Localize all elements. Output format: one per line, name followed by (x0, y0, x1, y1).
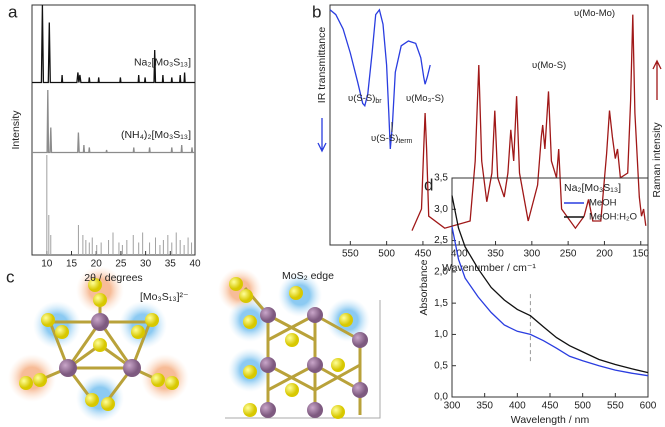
annotation: υ(Mo-Mo) (574, 8, 615, 19)
y-tick-label: 2,0 (434, 266, 448, 277)
panel-label: a (8, 2, 18, 21)
x-tick-label: 300 (523, 249, 540, 260)
x-tick-label: 500 (574, 401, 591, 412)
legend-label: MeOH:H₂O (589, 212, 637, 223)
annotation-subscript: br (375, 98, 382, 105)
axis-arrow (652, 59, 662, 100)
panel-label: b (312, 2, 321, 21)
annotation-subscript: term (398, 138, 412, 145)
x-tick-label: 550 (607, 401, 624, 412)
series-label: (NH₄)₂[Mo₃S₁₃] (121, 129, 191, 141)
x-tick-label: 400 (451, 249, 468, 260)
x-tick-label: 500 (378, 249, 395, 260)
x-tick-label: 30 (140, 259, 152, 270)
annotation-text: υ(Mo₃-S) (406, 93, 444, 104)
y-axis-label: Absorbance (418, 259, 430, 315)
series-line (451, 226, 649, 377)
legend-title: Na₂[Mo₃S₁₃] (564, 182, 621, 194)
annotation: υ(Mo-S) (532, 60, 566, 71)
chart: 10 15 20 25 30 35 40 2θ / degrees Intensity Na₂[M… (10, 4, 201, 284)
series-line (411, 14, 647, 231)
x-tick-label: 35 (165, 259, 177, 270)
chart: 550 500 450 400 350 300 250 200 150 Wavenumber / … (316, 4, 663, 274)
x-axis-label: Wavenumber / cm⁻¹ (442, 262, 536, 274)
structures (8, 266, 381, 422)
x-tick-label: 550 (342, 249, 359, 260)
y-axis-label: IR transmittance (316, 27, 328, 104)
y-tick-label: 1,0 (434, 329, 448, 340)
annotation-text: υ(Mo-S) (532, 60, 566, 71)
series-line (32, 4, 195, 84)
series-line (329, 8, 431, 150)
x-tick-label: 40 (189, 259, 201, 270)
x-tick-label: 20 (91, 259, 103, 270)
x-tick-label: 350 (476, 401, 493, 412)
panel-label: c (6, 267, 15, 286)
x-tick-label: 450 (415, 249, 432, 260)
plot-frame (329, 4, 649, 246)
y-tick-label: 2,5 (434, 235, 448, 246)
series-line (451, 195, 649, 374)
annotation-text: υ(Mo-Mo) (574, 8, 615, 19)
x-tick-label: 25 (115, 259, 127, 270)
annotation-text: υ(S-S) (371, 133, 398, 144)
y-tick-label: 1,5 (434, 298, 448, 309)
y-tick-label: 3,5 (434, 173, 448, 184)
x-tick-label: 10 (41, 259, 53, 270)
annotation: υ(Mo₃-S) (406, 93, 444, 104)
y-tick-label: 0,0 (434, 392, 448, 403)
legend-label: MeOH (589, 198, 617, 209)
x-tick-label: 200 (596, 249, 613, 260)
x-tick-label: 450 (542, 401, 559, 412)
x-axis-label: 2θ / degrees (84, 272, 142, 284)
x-tick-label: 15 (66, 259, 78, 270)
series-label: Na₂[Mo₃S₁₃] (134, 56, 191, 68)
x-tick-label: 600 (640, 401, 657, 412)
annotation-text: υ(S-S) (348, 93, 375, 104)
y-tick-label: 0,5 (434, 360, 448, 371)
y-tick-label: 3,0 (434, 204, 448, 215)
panel-label: d (424, 175, 433, 194)
y-axis-label: Intensity (10, 110, 22, 150)
x-tick-label: 250 (560, 249, 577, 260)
chart: 300 350 400 450 500 550 600 0,0 0,5 1,0 1,5 2,0 2,5 3… (418, 173, 657, 426)
y2-axis-label: Raman intensity (651, 122, 663, 198)
annotation: υ(S-S)term (371, 133, 413, 145)
axis-arrow (317, 118, 327, 153)
x-axis-label: Wavelength / nm (511, 414, 590, 426)
x-tick-label: 400 (509, 401, 526, 412)
x-tick-label: 350 (487, 249, 504, 260)
series-line (32, 89, 195, 154)
x-tick-label: 300 (444, 401, 461, 412)
structure-label: MoS₂ edge (282, 270, 334, 282)
x-tick-label: 150 (632, 249, 649, 260)
structure-label: [Mo₃S₁₃]²⁻ (140, 291, 189, 303)
annotation: υ(S-S)br (348, 93, 382, 105)
